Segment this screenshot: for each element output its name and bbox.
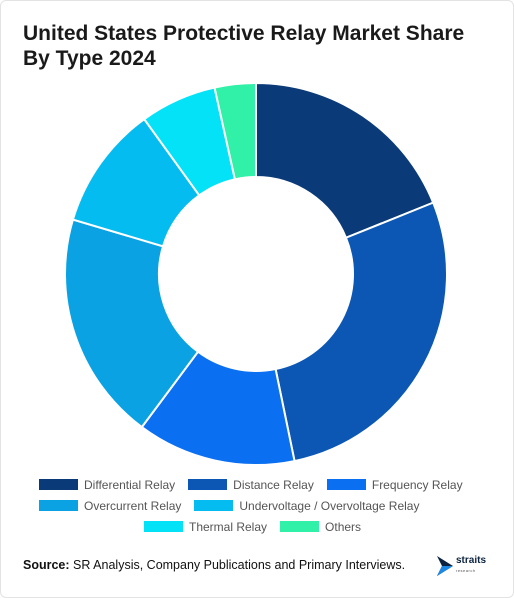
chart-title: United States Protective Relay Market Sh… (23, 22, 465, 70)
logo-sub: research (456, 568, 476, 573)
legend-label-thermal-relay: Thermal Relay (189, 519, 268, 534)
slice-distance-relay[interactable] (274, 201, 448, 463)
legend-label-differential-relay: Differential Relay (84, 477, 176, 492)
legend-swatch-undervoltage-overvoltage-relay (194, 500, 234, 511)
legend-label-undervoltage-overvoltage-relay: Undervoltage / Overvoltage Relay (239, 498, 420, 513)
logo-text: straits research (456, 556, 486, 576)
legend-swatch-thermal-relay (144, 521, 183, 532)
legend-swatch-frequency-relay (326, 479, 366, 490)
source-note: Source: SR Analysis, Company Publication… (23, 558, 405, 572)
legend-item-overcurrent-relay[interactable]: Overcurrent Relay (39, 499, 181, 513)
legend-label-others: Others (325, 519, 362, 534)
legend-item-undervoltage-overvoltage-relay[interactable]: Undervoltage / Overvoltage Relay (194, 499, 419, 513)
straits-logo: straits research (437, 554, 497, 578)
slice-others[interactable] (213, 81, 257, 181)
legend-row: Overcurrent Relay Undervoltage / Overvol… (39, 495, 499, 516)
straits-logo-icon (437, 556, 453, 576)
source-label: Source: (23, 558, 70, 572)
legend-row: Thermal Relay Others (39, 516, 499, 537)
logo-name: straits (456, 555, 487, 566)
legend: Differential Relay Distance Relay Freque… (39, 474, 499, 537)
legend-item-differential-relay[interactable]: Differential Relay (39, 478, 175, 492)
legend-label-overcurrent-relay: Overcurrent Relay (84, 498, 182, 513)
legend-swatch-overcurrent-relay (39, 500, 78, 511)
legend-item-others[interactable]: Others (280, 520, 361, 534)
legend-item-frequency-relay[interactable]: Frequency Relay (326, 477, 463, 492)
legend-label-distance-relay: Distance Relay (233, 477, 314, 492)
legend-swatch-differential-relay (39, 479, 78, 490)
legend-swatch-distance-relay (188, 479, 228, 490)
legend-label-frequency-relay: Frequency Relay (371, 477, 463, 492)
legend-swatch-others (280, 521, 320, 532)
slice-overcurrent-relay[interactable] (64, 218, 200, 429)
source-text: SR Analysis, Company Publications and Pr… (73, 558, 406, 572)
slice-differential-relay[interactable] (255, 81, 435, 240)
legend-row: Differential Relay Distance Relay Freque… (39, 474, 499, 495)
legend-item-thermal-relay[interactable]: Thermal Relay (144, 520, 267, 534)
legend-item-distance-relay[interactable]: Distance Relay (188, 478, 314, 492)
